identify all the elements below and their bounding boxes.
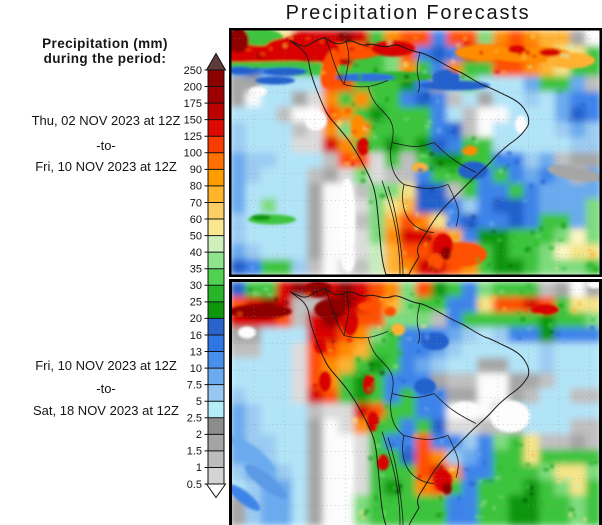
svg-text:1: 1 [196,462,202,474]
svg-text:13: 13 [190,346,202,358]
svg-text:90: 90 [190,164,202,176]
svg-text:250: 250 [184,65,202,77]
svg-text:25: 25 [190,297,202,309]
svg-text:1.5: 1.5 [187,446,202,458]
svg-text:16: 16 [190,330,202,342]
svg-text:200: 200 [184,81,202,93]
svg-text:100: 100 [184,148,202,160]
svg-text:70: 70 [190,197,202,209]
svg-text:30: 30 [190,280,202,292]
svg-text:40: 40 [190,247,202,259]
svg-text:50: 50 [190,230,202,242]
svg-text:5: 5 [196,396,202,408]
svg-text:175: 175 [184,98,202,110]
svg-text:0.5: 0.5 [187,479,202,491]
svg-text:7.5: 7.5 [187,379,202,391]
svg-text:80: 80 [190,181,202,193]
svg-text:2.5: 2.5 [187,413,202,425]
svg-text:60: 60 [190,214,202,226]
svg-text:125: 125 [184,131,202,143]
svg-text:35: 35 [190,264,202,276]
svg-text:10: 10 [190,363,202,375]
svg-text:150: 150 [184,114,202,126]
svg-text:2: 2 [196,429,202,441]
svg-text:20: 20 [190,313,202,325]
